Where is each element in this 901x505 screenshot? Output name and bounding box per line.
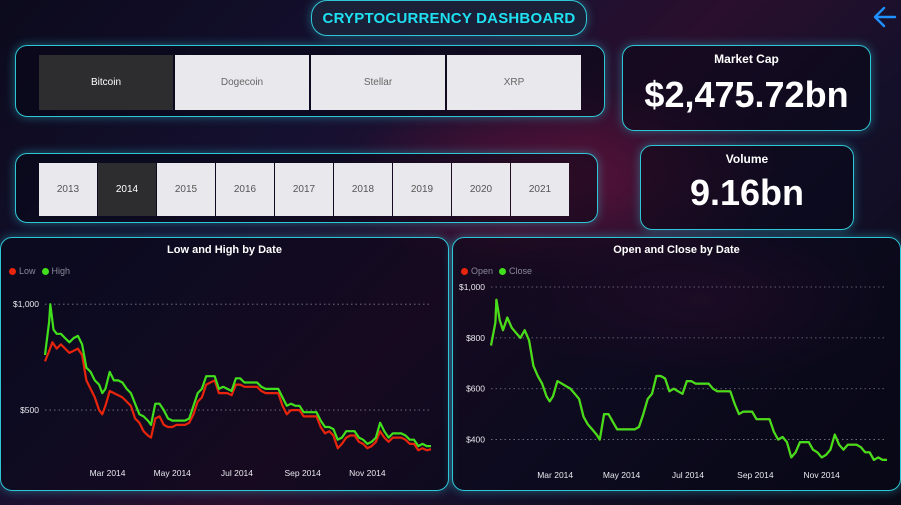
year-button-row: 2013 2014 2015 2016 2017 2018 2019 2020 2021 bbox=[39, 163, 569, 216]
arrow-left-icon[interactable] bbox=[871, 3, 899, 31]
legend-item-high: High bbox=[41, 266, 71, 276]
chart-title: Open and Close by Date bbox=[613, 244, 740, 256]
legend-label: High bbox=[51, 266, 71, 276]
year-button-2016[interactable]: 2016 bbox=[216, 163, 274, 216]
x-tick-label: Jul 2014 bbox=[672, 470, 704, 480]
x-tick-label: Nov 2014 bbox=[804, 470, 841, 480]
year-button-2021[interactable]: 2021 bbox=[511, 163, 569, 216]
year-button-2017[interactable]: 2017 bbox=[275, 163, 333, 216]
legend-item-close: Close bbox=[499, 266, 532, 276]
year-button-2018[interactable]: 2018 bbox=[334, 163, 392, 216]
volume-label: Volume bbox=[725, 152, 769, 166]
legend-label: Low bbox=[19, 266, 36, 276]
y-tick-label: $600 bbox=[466, 384, 485, 394]
legend-dot bbox=[499, 267, 507, 275]
y-tick-label: $400 bbox=[466, 435, 485, 445]
x-tick-label: May 2014 bbox=[603, 470, 641, 480]
coin-slicer: Bitcoin Dogecoin Stellar XRP bbox=[15, 45, 605, 117]
legend-item-low: Low bbox=[9, 266, 36, 276]
x-tick-label: May 2014 bbox=[154, 468, 192, 478]
coin-button-row: Bitcoin Dogecoin Stellar XRP bbox=[39, 55, 581, 110]
legend-item-open: Open bbox=[461, 266, 493, 276]
year-button-2014[interactable]: 2014 bbox=[98, 163, 156, 216]
year-button-2015[interactable]: 2015 bbox=[157, 163, 215, 216]
series-line-open bbox=[489, 298, 887, 461]
x-tick-label: Nov 2014 bbox=[349, 468, 386, 478]
year-slicer: 2013 2014 2015 2016 2017 2018 2019 2020 2021 bbox=[15, 153, 598, 223]
coin-button-dogecoin[interactable]: Dogecoin bbox=[175, 55, 309, 110]
page-title: CRYPTOCURRENCY DASHBOARD bbox=[322, 9, 576, 27]
market-cap-label: Market Cap bbox=[714, 52, 779, 66]
x-tick-label: Mar 2014 bbox=[90, 468, 126, 478]
volume-value: 9.16bn bbox=[689, 172, 805, 213]
y-tick-label: $1,000 bbox=[459, 282, 485, 292]
coin-button-bitcoin[interactable]: Bitcoin bbox=[39, 55, 173, 110]
year-button-2013[interactable]: 2013 bbox=[39, 163, 97, 216]
legend-label: Close bbox=[509, 266, 533, 276]
low-high-chart-svg: $1,000 $500 Mar 2014 May 2014 Jul 2014 Sep 20… bbox=[13, 299, 432, 478]
y-tick-label: $500 bbox=[20, 405, 39, 415]
series-line-high bbox=[43, 303, 431, 448]
chart-legend: Low High bbox=[9, 266, 70, 276]
legend-dot bbox=[9, 267, 16, 275]
legend-dot bbox=[41, 267, 49, 275]
chart-legend: Open Close bbox=[461, 266, 532, 276]
dashboard-title-box: CRYPTOCURRENCY DASHBOARD bbox=[311, 0, 587, 36]
y-tick-label: $1,000 bbox=[13, 299, 39, 309]
series-line-close bbox=[489, 298, 887, 461]
coin-button-xrp[interactable]: XRP bbox=[447, 55, 581, 110]
coin-button-stellar[interactable]: Stellar bbox=[311, 55, 445, 110]
open-close-chart: $1,000 $800 $600 $400 Mar 2014 May 2014 Jul 20… bbox=[452, 237, 901, 491]
series-line-low bbox=[43, 341, 432, 452]
x-tick-label: Mar 2014 bbox=[537, 470, 573, 480]
open-close-chart-svg: $1,000 $800 $600 $400 Mar 2014 May 2014 Jul 20… bbox=[459, 282, 887, 480]
chart-title: Low and High by Date bbox=[167, 244, 282, 256]
legend-label: Open bbox=[471, 266, 494, 276]
year-button-2020[interactable]: 2020 bbox=[452, 163, 510, 216]
x-tick-label: Sep 2014 bbox=[284, 468, 321, 478]
x-tick-label: Jul 2014 bbox=[221, 468, 253, 478]
volume-card: Volume 9.16bn bbox=[640, 145, 854, 230]
market-cap-value: $2,475.72bn bbox=[644, 74, 849, 115]
year-button-2019[interactable]: 2019 bbox=[393, 163, 451, 216]
y-tick-label: $800 bbox=[466, 333, 485, 343]
low-high-chart: $1,000 $500 Mar 2014 May 2014 Jul 2014 Sep 20… bbox=[0, 237, 449, 491]
market-cap-card: Market Cap $2,475.72bn bbox=[622, 45, 871, 131]
x-tick-label: Sep 2014 bbox=[737, 470, 774, 480]
legend-dot bbox=[461, 267, 468, 275]
